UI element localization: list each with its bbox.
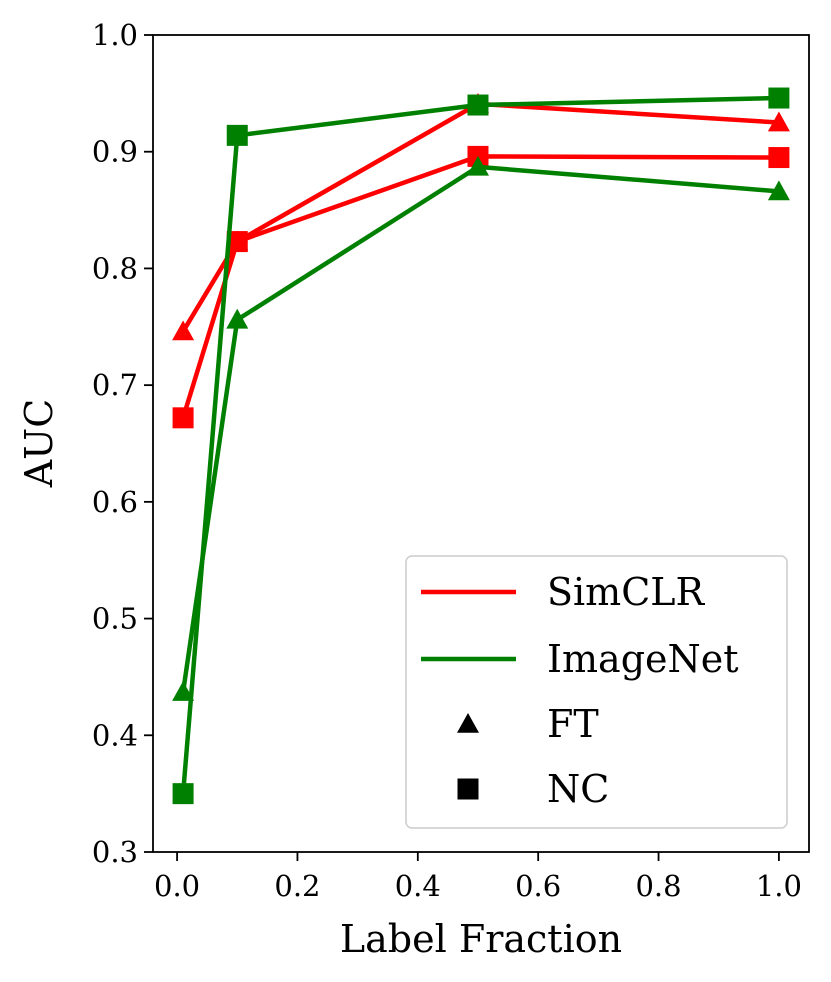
y-tick-label: 0.3: [92, 835, 138, 869]
imagenet-ft-point: [466, 155, 489, 176]
x-tick-label: 1.0: [756, 869, 802, 903]
imagenet-ft-point: [226, 308, 249, 329]
x-tick-label: 0.6: [515, 869, 561, 903]
legend: SimCLR ImageNet FT NC: [405, 555, 788, 829]
legend-simclr-label: SimCLR: [547, 570, 706, 614]
imagenet-ft-point: [172, 681, 195, 701]
x-tick-label: 0.0: [154, 869, 200, 903]
imagenet-nc-point: [768, 87, 790, 109]
y-tick-label: 0.6: [92, 485, 138, 519]
simclr-ft-point: [172, 320, 195, 341]
y-tick-label: 0.5: [92, 602, 138, 636]
x-tick-label: 0.4: [395, 869, 441, 903]
simclr-ft-line: [181, 101, 780, 333]
y-tick-label: 0.4: [92, 718, 138, 752]
y-tick-label: 0.8: [92, 251, 138, 285]
x-tick-label: 0.8: [635, 869, 681, 903]
legend-nc-marker: [457, 778, 479, 800]
y-tick-label: 0.7: [92, 368, 138, 402]
simclr-nc-point: [768, 147, 790, 169]
imagenet-nc-line: [180, 95, 779, 794]
imagenet-nc-point: [172, 783, 194, 805]
imagenet-nc-point: [467, 94, 489, 116]
imagenet-ft-point: [767, 180, 790, 201]
y-tick-label: 0.9: [92, 135, 138, 169]
simclr-nc-line: [180, 154, 779, 419]
legend-imagenet-label: ImageNet: [547, 637, 739, 681]
y-tick-label: 1.0: [92, 18, 138, 52]
plot-frame: [152, 34, 810, 853]
simclr-nc-point: [226, 231, 248, 253]
y-axis-ticks: 0.3 0.4 0.5 0.6 0.7 0.8 0.9 1.0: [92, 18, 153, 869]
y-axis-label: AUC: [17, 399, 61, 489]
legend-nc-label: NC: [547, 767, 609, 811]
imagenet-nc-point: [226, 124, 248, 146]
x-tick-label: 0.2: [274, 869, 320, 903]
simclr-nc-point: [172, 407, 194, 429]
x-axis-ticks: 0.0 0.2 0.4 0.6 0.8 1.0: [154, 852, 802, 903]
legend-ft-marker: [457, 713, 479, 733]
legend-box: [405, 555, 788, 829]
legend-ft-label: FT: [547, 702, 599, 746]
series-layer: [172, 87, 790, 805]
simclr-ft-point: [767, 111, 790, 132]
imagenet-ft-line: [180, 164, 780, 693]
x-axis-label: Label Fraction: [340, 917, 622, 961]
